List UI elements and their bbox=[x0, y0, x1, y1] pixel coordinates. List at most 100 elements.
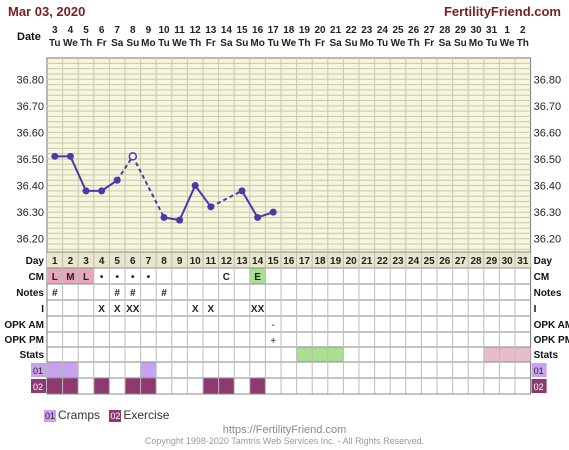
symptom-02-cell bbox=[140, 378, 157, 394]
temp-line-segment bbox=[69, 155, 87, 192]
date-label: 20 bbox=[314, 25, 326, 36]
row-label-left: Stats bbox=[20, 350, 45, 361]
stats-cell-green bbox=[327, 347, 344, 362]
day-number: 14 bbox=[252, 256, 264, 267]
legend-label-exercise: Exercise bbox=[123, 408, 170, 422]
date-label: 11 bbox=[174, 25, 185, 36]
row-label-right: Day bbox=[534, 256, 553, 267]
weekday-label: Sa bbox=[220, 38, 233, 49]
note-mark: # bbox=[161, 288, 167, 299]
y-tick-right: 36.60 bbox=[534, 127, 562, 139]
day-number: 28 bbox=[470, 256, 482, 267]
symptom-row-swatch-left bbox=[31, 363, 46, 377]
weekday-label: We bbox=[500, 38, 515, 49]
date-label: 16 bbox=[252, 25, 264, 36]
y-tick-left: 36.20 bbox=[16, 234, 44, 246]
y-tick-right: 36.80 bbox=[534, 74, 562, 86]
symptom-row-swatch-right bbox=[531, 379, 547, 393]
date-row-label: Date bbox=[17, 31, 41, 43]
row-label-right: OPK PM bbox=[534, 335, 569, 346]
legend-swatch-01: 01 bbox=[44, 409, 56, 422]
cm-mark: C bbox=[223, 272, 230, 283]
date-label: 4 bbox=[68, 25, 74, 36]
day-row-bg bbox=[47, 252, 531, 268]
day-number: 2 bbox=[68, 256, 74, 267]
legend: 01 Cramps 02 Exercise bbox=[44, 408, 175, 422]
cm-mark: • bbox=[115, 272, 119, 283]
weekday-label: We bbox=[391, 38, 406, 49]
date-label: 17 bbox=[268, 25, 280, 36]
cm-mark: • bbox=[147, 272, 151, 283]
day-number: 24 bbox=[408, 256, 420, 267]
symptom-01-cell bbox=[47, 362, 63, 378]
date-label: 3 bbox=[52, 25, 58, 36]
weekday-label: Tu bbox=[49, 38, 60, 49]
intercourse-mark: XX bbox=[251, 304, 265, 315]
weekday-label: Tu bbox=[267, 38, 278, 49]
legend-item-cramps: 01 Cramps bbox=[44, 408, 100, 422]
y-tick-left: 36.40 bbox=[16, 181, 44, 193]
row-label-left: Notes bbox=[16, 288, 44, 299]
weekday-label: Sa bbox=[111, 38, 124, 49]
date-label: 5 bbox=[83, 25, 89, 36]
weekday-label: Tu bbox=[158, 38, 169, 49]
date-label: 6 bbox=[99, 25, 105, 36]
date-label: 9 bbox=[146, 25, 152, 36]
weekday-label: Su bbox=[126, 38, 139, 49]
temp-line-segment bbox=[194, 184, 212, 208]
date-label: 14 bbox=[221, 25, 233, 36]
symptom-row-label-right: 01 bbox=[534, 366, 544, 376]
symptom-row-label-left: 01 bbox=[33, 366, 43, 376]
weekday-label: Th bbox=[80, 38, 92, 49]
date-label: 8 bbox=[130, 25, 136, 36]
y-tick-left: 36.80 bbox=[16, 74, 44, 86]
day-number: 17 bbox=[299, 256, 311, 267]
weekday-label: Su bbox=[454, 38, 467, 49]
weekday-label: We bbox=[172, 38, 187, 49]
temp-point bbox=[269, 208, 277, 216]
opk-pm-mark: + bbox=[270, 336, 276, 347]
temp-point bbox=[66, 152, 74, 160]
date-label: 13 bbox=[205, 25, 217, 36]
date-label: 19 bbox=[299, 25, 311, 36]
y-tick-left: 36.30 bbox=[16, 207, 44, 219]
weekday-label: Fr bbox=[315, 38, 325, 49]
date-label: 25 bbox=[392, 25, 404, 36]
weekday-label: Su bbox=[236, 38, 249, 49]
legend-item-exercise: 02 Exercise bbox=[109, 408, 169, 422]
weekday-label: We bbox=[281, 38, 296, 49]
stats-cell-green bbox=[312, 347, 328, 362]
day-number: 10 bbox=[190, 256, 202, 267]
symptom-02-cell bbox=[93, 378, 110, 394]
cm-cell-bg bbox=[62, 268, 79, 284]
row-label-left: OPK AM bbox=[4, 320, 44, 331]
weekday-label: Th bbox=[189, 38, 201, 49]
temp-point bbox=[191, 182, 199, 190]
date-label: 24 bbox=[377, 25, 389, 36]
temp-point bbox=[238, 187, 246, 195]
legend-label-cramps: Cramps bbox=[58, 408, 101, 422]
row-label-left: OPK PM bbox=[5, 335, 44, 346]
date-label: 30 bbox=[470, 25, 482, 36]
day-number: 11 bbox=[206, 256, 217, 267]
weekday-label: Tu bbox=[377, 38, 388, 49]
footer-url[interactable]: https://FertilityFriend.com bbox=[222, 424, 347, 436]
symptom-02-cell bbox=[47, 378, 63, 394]
row-label-left: CM bbox=[28, 272, 44, 283]
symptom-02-cell bbox=[249, 378, 266, 394]
symptom-02-cell bbox=[203, 378, 219, 394]
date-label: 10 bbox=[158, 25, 170, 36]
temp-line-segment bbox=[131, 155, 165, 218]
day-number: 8 bbox=[161, 256, 167, 267]
temp-point bbox=[51, 152, 59, 160]
weekday-label: Sa bbox=[439, 38, 452, 49]
day-number: 18 bbox=[314, 256, 326, 267]
date-label: 1 bbox=[504, 25, 510, 36]
row-label-right: Notes bbox=[534, 288, 562, 299]
row-label-left: Day bbox=[26, 256, 45, 267]
cm-mark: • bbox=[100, 272, 104, 283]
chart-date-title: Mar 03, 2020 bbox=[8, 4, 86, 19]
day-number: 9 bbox=[177, 256, 183, 267]
date-label: 22 bbox=[346, 25, 358, 36]
